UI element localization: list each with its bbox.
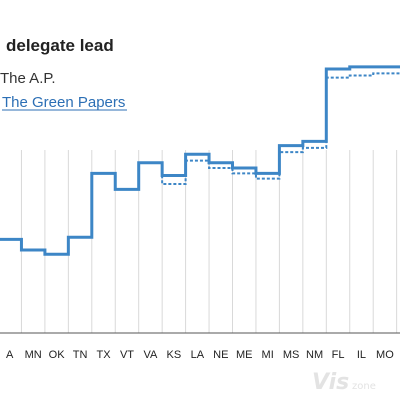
x-tick-label: KS (167, 349, 182, 361)
x-tick-labels: A MN OK TN TX VT VA KS LA NE ME MI MS NM FL IL MO (6, 349, 394, 361)
chart-title: delegate lead (6, 36, 114, 55)
x-tick-label: NM (306, 349, 323, 361)
x-tick-label: MO (376, 349, 394, 361)
x-tick-label: TX (96, 349, 111, 361)
series-green-papers-line (0, 72, 400, 256)
legend-green-papers-label[interactable]: The Green Papers (2, 94, 125, 111)
x-tick-label: VA (143, 349, 158, 361)
watermark-subtext: zone (352, 381, 376, 392)
x-tick-label: A (6, 349, 14, 361)
x-tick-label: LA (191, 349, 205, 361)
legend-ap-label: The A.P. (0, 70, 56, 87)
x-tick-label: ME (236, 349, 253, 361)
x-tick-label: FL (332, 349, 345, 361)
x-tick-label: VT (120, 349, 134, 361)
x-tick-label: TN (73, 349, 88, 361)
gridlines (20, 150, 398, 333)
x-tick-label: MI (262, 349, 274, 361)
watermark-logo: Vis (312, 370, 349, 395)
x-tick-label: MS (283, 349, 300, 361)
x-tick-label: OK (49, 349, 66, 361)
x-tick-label: IL (357, 349, 366, 361)
x-tick-label: MN (25, 349, 42, 361)
x-tick-label: NE (213, 349, 228, 361)
